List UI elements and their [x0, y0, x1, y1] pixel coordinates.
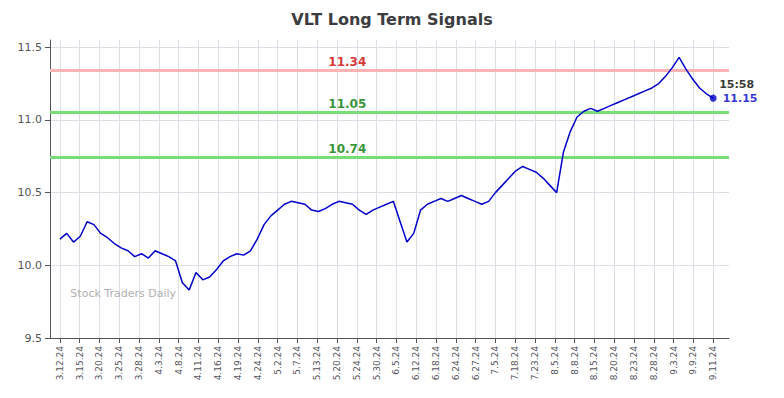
- svg-text:6.27.24: 6.27.24: [471, 346, 481, 381]
- svg-text:6.24.24: 6.24.24: [451, 346, 461, 381]
- svg-text:4.24.24: 4.24.24: [253, 346, 263, 381]
- svg-text:7.18.24: 7.18.24: [510, 346, 520, 381]
- svg-text:11.34: 11.34: [328, 55, 366, 69]
- svg-text:15:58: 15:58: [719, 78, 754, 91]
- svg-text:3.15.24: 3.15.24: [75, 346, 85, 381]
- svg-text:11.15: 11.15: [723, 92, 758, 105]
- svg-text:9.11.24: 9.11.24: [708, 346, 718, 381]
- svg-text:3.25.24: 3.25.24: [114, 346, 124, 381]
- svg-text:9.5: 9.5: [25, 332, 43, 345]
- svg-text:4.19.24: 4.19.24: [233, 346, 243, 381]
- svg-text:8.8.24: 8.8.24: [570, 346, 580, 375]
- svg-text:Stock Traders Daily: Stock Traders Daily: [70, 287, 176, 300]
- svg-text:3.20.24: 3.20.24: [94, 346, 104, 381]
- svg-text:8.23.24: 8.23.24: [629, 346, 639, 381]
- svg-text:9.3.24: 9.3.24: [669, 346, 679, 375]
- svg-text:4.8.24: 4.8.24: [174, 346, 184, 375]
- svg-text:4.11.24: 4.11.24: [193, 346, 203, 381]
- svg-text:11.05: 11.05: [328, 97, 366, 111]
- svg-text:6.18.24: 6.18.24: [431, 346, 441, 381]
- svg-text:7.23.24: 7.23.24: [530, 346, 540, 381]
- svg-text:8.15.24: 8.15.24: [589, 346, 599, 381]
- svg-text:5.7.24: 5.7.24: [292, 346, 302, 375]
- svg-text:4.16.24: 4.16.24: [213, 346, 223, 381]
- svg-text:5.30.24: 5.30.24: [372, 346, 382, 381]
- svg-text:5.20.24: 5.20.24: [332, 346, 342, 381]
- svg-text:3.28.24: 3.28.24: [134, 346, 144, 381]
- svg-text:8.5.24: 8.5.24: [550, 346, 560, 375]
- svg-text:8.20.24: 8.20.24: [609, 346, 619, 381]
- svg-text:VLT Long Term Signals: VLT Long Term Signals: [291, 10, 492, 29]
- svg-text:7.5.24: 7.5.24: [490, 346, 500, 375]
- svg-text:9.9.24: 9.9.24: [688, 346, 698, 375]
- svg-text:5.2.24: 5.2.24: [273, 346, 283, 375]
- svg-text:11.0: 11.0: [18, 113, 43, 126]
- svg-text:11.5: 11.5: [18, 41, 43, 54]
- svg-text:8.28.24: 8.28.24: [649, 346, 659, 381]
- svg-text:10.5: 10.5: [18, 186, 43, 199]
- svg-text:6.5.24: 6.5.24: [391, 346, 401, 375]
- svg-text:3.12.24: 3.12.24: [55, 346, 65, 381]
- svg-text:5.24.24: 5.24.24: [352, 346, 362, 381]
- svg-text:10.0: 10.0: [18, 259, 43, 272]
- svg-text:5.13.24: 5.13.24: [312, 346, 322, 381]
- svg-text:4.3.24: 4.3.24: [154, 346, 164, 375]
- svg-text:10.74: 10.74: [328, 142, 366, 156]
- svg-text:6.12.24: 6.12.24: [411, 346, 421, 381]
